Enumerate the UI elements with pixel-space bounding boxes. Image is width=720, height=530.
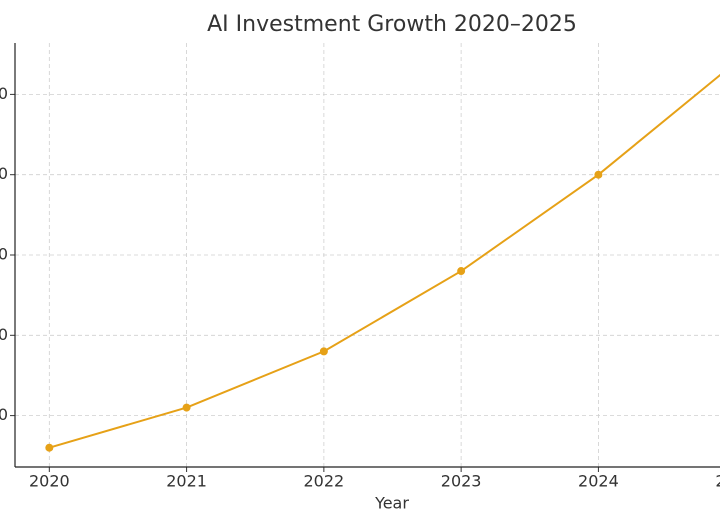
- x-tick-label: 2020: [29, 472, 70, 491]
- y-tick-label: 80: [0, 164, 8, 183]
- data-point: [457, 267, 466, 276]
- x-tick-label: 2025: [715, 472, 720, 491]
- x-tick-label: 2021: [166, 472, 207, 491]
- data-point: [45, 443, 54, 452]
- data-point: [182, 403, 191, 412]
- y-tick-label: 100: [0, 84, 8, 103]
- chart-title: AI Investment Growth 2020–2025: [207, 12, 577, 37]
- x-tick-label: 2024: [578, 472, 619, 491]
- data-line: [49, 73, 720, 449]
- x-axis-label: Year: [374, 494, 409, 513]
- y-tick-label: 20: [0, 405, 8, 424]
- y-tick-label: 40: [0, 325, 8, 344]
- y-tick-label: 60: [0, 245, 8, 264]
- data-point: [319, 347, 328, 356]
- data-point: [594, 170, 603, 179]
- x-tick-label: 2022: [304, 472, 345, 491]
- x-tick-label: 2023: [441, 472, 482, 491]
